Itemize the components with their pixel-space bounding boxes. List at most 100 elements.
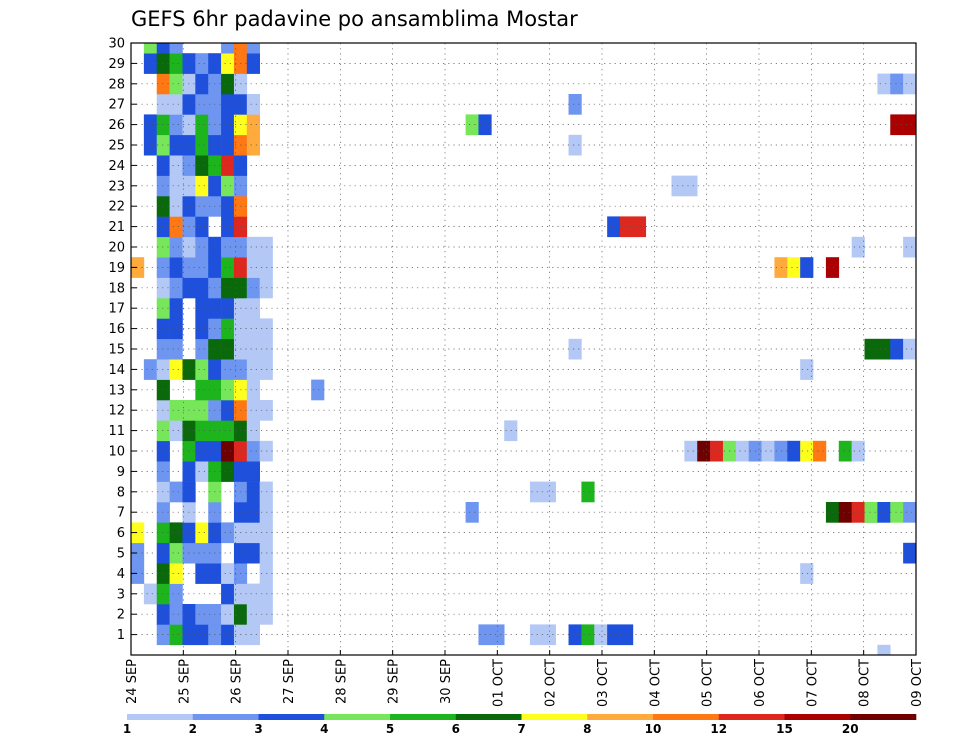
y-tick-label: 9 bbox=[117, 465, 125, 480]
heatmap-cell bbox=[246, 43, 260, 54]
colorbar-swatch bbox=[718, 714, 785, 720]
heatmap-cell bbox=[221, 522, 235, 544]
heatmap-cell bbox=[851, 236, 865, 258]
heatmap-cell bbox=[169, 94, 183, 115]
y-tick-label: 26 bbox=[108, 118, 125, 133]
heatmap-cell bbox=[195, 175, 209, 197]
heatmap-cell bbox=[877, 502, 891, 523]
heatmap-cell bbox=[169, 216, 183, 238]
colorbar-label: 20 bbox=[842, 722, 859, 736]
heatmap-cell bbox=[581, 481, 595, 503]
heatmap-cell bbox=[221, 440, 235, 462]
heatmap-cell bbox=[246, 522, 260, 544]
heatmap-cell bbox=[143, 114, 158, 136]
x-tick-label: 30 SEP bbox=[439, 659, 454, 704]
heatmap-cell bbox=[825, 502, 840, 523]
heatmap-cell bbox=[221, 114, 235, 136]
heatmap-cell bbox=[195, 257, 209, 278]
heatmap-cell bbox=[221, 94, 235, 115]
heatmap-cell bbox=[221, 583, 235, 605]
heatmap-cell bbox=[246, 318, 260, 340]
heatmap-cell bbox=[195, 420, 209, 442]
x-tick-label: 29 SEP bbox=[387, 659, 402, 704]
heatmap-cell bbox=[195, 318, 209, 340]
heatmap-cell bbox=[542, 481, 556, 503]
heatmap-cell bbox=[195, 563, 209, 584]
heatmap-cell bbox=[246, 134, 260, 156]
heatmap-cell bbox=[246, 624, 260, 646]
y-tick-label: 15 bbox=[108, 343, 125, 358]
colorbar-swatch bbox=[784, 714, 851, 720]
heatmap-cell bbox=[169, 604, 183, 625]
heatmap-cell bbox=[903, 338, 916, 360]
y-tick-label: 4 bbox=[117, 567, 125, 582]
heatmap-cell bbox=[246, 379, 260, 401]
heatmap-cell bbox=[169, 43, 183, 54]
heatmap-cell bbox=[787, 257, 801, 278]
heatmap-cell bbox=[131, 542, 145, 564]
heatmap-cell bbox=[195, 440, 209, 462]
heatmap-cells bbox=[131, 43, 916, 655]
heatmap-cell bbox=[632, 216, 647, 238]
heatmap-cell bbox=[246, 114, 260, 136]
y-tick-label: 10 bbox=[108, 445, 125, 460]
heatmap-cell bbox=[169, 257, 183, 278]
heatmap-cell bbox=[221, 379, 235, 401]
x-tick-label: 06 OCT bbox=[753, 659, 768, 707]
heatmap-cell bbox=[195, 542, 209, 564]
heatmap-cell bbox=[169, 563, 183, 584]
colorbar-label: 4 bbox=[320, 722, 328, 736]
heatmap-cell bbox=[246, 542, 260, 564]
heatmap-cell bbox=[195, 400, 209, 421]
x-tick-label: 02 OCT bbox=[544, 659, 559, 707]
heatmap-cell bbox=[221, 175, 235, 197]
x-tick-label: 01 OCT bbox=[491, 659, 506, 707]
heatmap-cell bbox=[568, 94, 582, 115]
heatmap-cell bbox=[903, 73, 916, 95]
heatmap-cell bbox=[851, 440, 865, 462]
heatmap-cell bbox=[465, 114, 479, 136]
colorbar-label: 3 bbox=[254, 722, 262, 736]
heatmap-cell bbox=[838, 502, 852, 523]
heatmap-cell bbox=[903, 502, 916, 523]
heatmap-cell bbox=[221, 604, 235, 625]
heatmap-cell bbox=[877, 73, 891, 95]
heatmap-cell bbox=[131, 522, 145, 544]
heatmap-cell bbox=[169, 338, 183, 360]
heatmap-cell bbox=[246, 236, 260, 258]
heatmap-cell bbox=[890, 502, 904, 523]
y-tick-label: 19 bbox=[108, 261, 125, 276]
heatmap-cell bbox=[169, 114, 183, 136]
heatmap-cell bbox=[169, 420, 183, 442]
heatmap-cell bbox=[195, 461, 209, 482]
y-tick-label: 24 bbox=[108, 159, 125, 174]
colorbar-label: 7 bbox=[517, 722, 525, 736]
heatmap-cell bbox=[246, 400, 260, 421]
colorbar-swatch bbox=[455, 714, 522, 720]
heatmap-cell bbox=[195, 604, 209, 625]
x-tick-label: 04 OCT bbox=[648, 659, 663, 707]
chart-title: GEFS 6hr padavine po ansamblima Mostar bbox=[131, 7, 578, 31]
x-axis-ticks: 24 SEP 25 SEP 26 SEP 27 SEP 28 SEP 29 SEP 30 S… bbox=[125, 650, 925, 707]
heatmap-cell bbox=[221, 53, 235, 74]
heatmap-cell bbox=[221, 257, 235, 278]
heatmap-cell bbox=[221, 338, 235, 360]
heatmap-cell bbox=[143, 53, 158, 74]
heatmap-cell bbox=[594, 624, 608, 646]
heatmap-cell bbox=[529, 481, 544, 503]
heatmap-cell bbox=[195, 155, 209, 176]
x-tick-label: 27 SEP bbox=[282, 659, 297, 704]
colorbar-label: 12 bbox=[710, 722, 727, 736]
heatmap-cell bbox=[131, 257, 145, 278]
heatmap-cell bbox=[169, 318, 183, 340]
heatmap-cell bbox=[864, 502, 878, 523]
heatmap-cell bbox=[195, 277, 209, 299]
heatmap-cell bbox=[221, 43, 235, 54]
heatmap-cell bbox=[195, 114, 209, 136]
x-tick-label: 08 OCT bbox=[858, 659, 873, 707]
heatmap-cell bbox=[195, 216, 209, 238]
heatmap-cell bbox=[221, 298, 235, 319]
heatmap-cell bbox=[311, 379, 325, 401]
heatmap-cell bbox=[169, 236, 183, 258]
heatmap-cell bbox=[246, 481, 260, 503]
